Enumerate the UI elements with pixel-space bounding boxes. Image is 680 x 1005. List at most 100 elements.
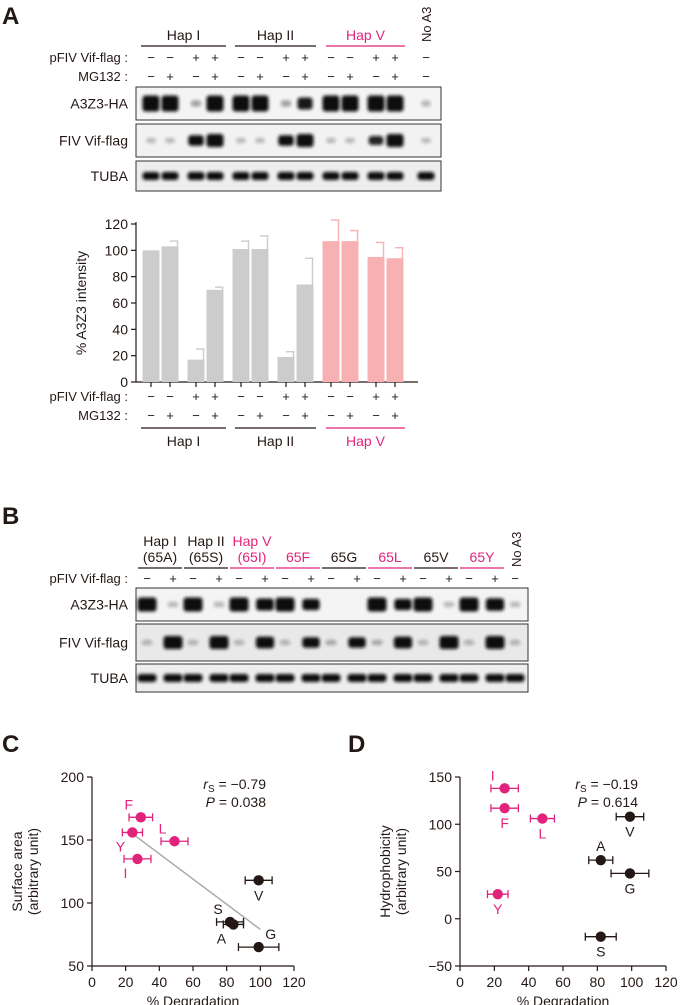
y-tick-label: 200 — [61, 769, 85, 785]
blot-band — [256, 598, 274, 611]
bar — [187, 359, 205, 382]
blot-label: FIV Vif-flag — [59, 635, 128, 651]
y-tick-label: 50 — [436, 864, 452, 880]
x-tick-label: 40 — [152, 974, 168, 990]
stat-r: rS = −0.79 — [203, 776, 266, 795]
y-tick-label: 150 — [429, 769, 453, 785]
sign-mark: − — [143, 571, 151, 586]
blot-band — [394, 598, 412, 611]
blot-label: TUBA — [91, 168, 129, 184]
blot-band — [367, 597, 387, 612]
blot-band — [251, 95, 269, 112]
sign-mark: − — [166, 389, 174, 404]
sign-mark: + — [169, 571, 177, 586]
blot-band — [509, 639, 521, 646]
column-header: 65L — [378, 549, 402, 565]
point-label: L — [159, 820, 167, 836]
panel-b-blot: Hap I(65A) Hap II(65S) Hap V(65I) 65F 65G 65L… — [49, 532, 529, 693]
blot-band — [142, 95, 160, 112]
group-label: Hap II — [257, 27, 294, 43]
data-point — [228, 919, 239, 930]
blot-band — [368, 135, 384, 146]
sign-mark: − — [511, 571, 519, 586]
blot-band — [255, 636, 275, 649]
y-axis-label: Hydrophobicity — [377, 825, 393, 918]
stat-p-value: = 0.038 — [215, 794, 266, 810]
blot-band — [463, 639, 475, 646]
blot-band — [278, 135, 294, 146]
sign-mark: + — [301, 69, 309, 84]
sign-mark: − — [189, 571, 197, 586]
group-label: Hap I — [167, 27, 200, 43]
blot-band — [367, 95, 385, 112]
blot-band — [421, 100, 431, 107]
bar — [232, 249, 250, 382]
blot-band — [167, 601, 179, 608]
blot-band — [371, 639, 383, 646]
sign-mark: − — [422, 69, 430, 84]
sign-mark: + — [372, 389, 380, 404]
x-tick-label: 100 — [620, 974, 644, 990]
blot-band — [137, 597, 157, 612]
blot-band — [296, 172, 314, 180]
sign-mark: − — [282, 408, 290, 423]
blot-band — [439, 674, 459, 682]
x-tick-label: 40 — [521, 974, 537, 990]
sign-mark: + — [445, 571, 453, 586]
panel-label-a: A — [2, 3, 19, 30]
sign-mark: + — [346, 408, 354, 423]
blot-band — [386, 172, 404, 180]
blot-band — [146, 137, 156, 144]
sign-mark: − — [235, 571, 243, 586]
blot-band — [347, 674, 367, 682]
blot-band — [188, 135, 204, 146]
sign-mark: − — [237, 50, 245, 65]
y-tick-label: 40 — [112, 321, 128, 337]
blot-band — [163, 674, 183, 682]
blot-band — [275, 674, 295, 682]
blot-band — [509, 601, 521, 608]
point-label: L — [539, 826, 547, 842]
sign-mark: + — [166, 408, 174, 423]
stat-r-symbol: r — [203, 776, 209, 792]
x-axis-label: % Degradation — [517, 993, 610, 1005]
blot-band — [393, 674, 413, 682]
blot-band — [163, 636, 183, 649]
y-tick-label: 100 — [429, 816, 453, 832]
row-label: pFIV Vif-flag : — [49, 50, 128, 65]
blot-band — [302, 637, 320, 648]
sign-mark: − — [147, 389, 155, 404]
bar — [251, 249, 269, 382]
sign-mark: + — [307, 571, 315, 586]
sign-mark: − — [281, 571, 289, 586]
y-tick-label: 50 — [68, 958, 84, 974]
blot-band — [209, 674, 229, 682]
x-tick-label: 100 — [249, 974, 273, 990]
blot-band — [485, 636, 505, 649]
data-point — [499, 802, 510, 814]
stat-p-value: = 0.614 — [587, 794, 638, 810]
blot-band — [439, 636, 459, 649]
blot-label: FIV Vif-flag — [59, 133, 128, 149]
sign-mark: − — [346, 389, 354, 404]
column-header: Hap I — [143, 533, 176, 549]
sign-mark: − — [373, 571, 381, 586]
panel-a-blot: Hap I Hap II Hap V No A3 pFIV Vif-flag : MG13… — [49, 7, 442, 192]
blot-band — [326, 137, 336, 144]
column-header: (65I) — [238, 549, 267, 565]
sign-mark: − — [256, 50, 264, 65]
x-tick-label: 60 — [555, 974, 571, 990]
blot-band — [417, 639, 429, 646]
y-tick-label: 80 — [112, 269, 128, 285]
blot-band — [443, 601, 455, 608]
sign-mark: + — [346, 69, 354, 84]
sign-mark: − — [465, 571, 473, 586]
blot-band — [209, 636, 229, 649]
sign-mark: + — [256, 408, 264, 423]
y-tick-label: −50 — [428, 958, 452, 974]
stat-r-sub: S — [208, 784, 215, 795]
column-header: (65S) — [189, 549, 223, 565]
stat-p: P = 0.038 — [206, 794, 267, 810]
y-tick-label: 100 — [105, 242, 129, 258]
